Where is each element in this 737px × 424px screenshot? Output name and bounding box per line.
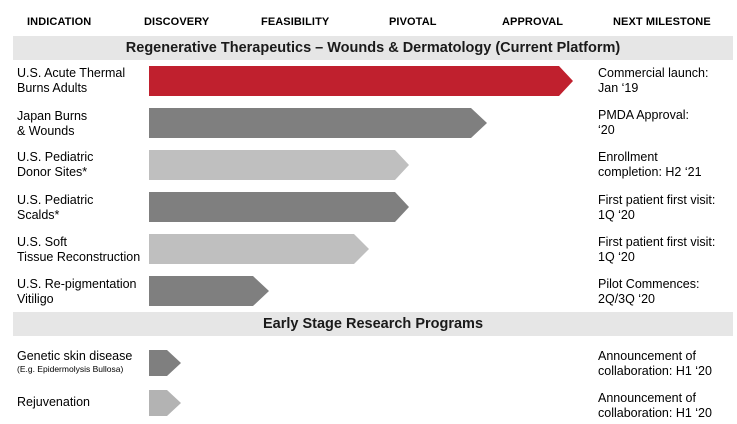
progress-arrow <box>149 276 269 306</box>
indication-line1: U.S. Pediatric <box>17 193 94 207</box>
milestone-line2: 1Q ‘20 <box>598 250 635 264</box>
milestone-line1: First patient first visit: <box>598 235 716 249</box>
indication-line2: & Wounds <box>17 124 75 138</box>
progress-arrow <box>149 66 573 96</box>
milestone-text: Announcement of collaboration: H1 ‘20 <box>598 391 733 421</box>
indication-line1: Rejuvenation <box>17 395 90 409</box>
header-pivotal: PIVOTAL <box>389 16 437 28</box>
milestone-line1: Commercial launch: <box>598 66 709 80</box>
header-discovery: DISCOVERY <box>144 16 210 28</box>
indication-label: U.S. Soft Tissue Reconstruction <box>17 235 152 265</box>
milestone-line1: PMDA Approval: <box>598 108 690 122</box>
milestone-text: Enrollment completion: H2 ‘21 <box>598 150 733 180</box>
milestone-line2: completion: H2 ‘21 <box>598 165 702 179</box>
indication-label: U.S. Pediatric Donor Sites* <box>17 150 152 180</box>
indication-label: Genetic skin disease (E.g. Epidermolysis… <box>17 349 152 375</box>
header-feasibility: FEASIBILITY <box>261 16 330 28</box>
indication-line1: U.S. Re-pigmentation <box>17 277 137 291</box>
indication-line2: Tissue Reconstruction <box>17 250 141 264</box>
milestone-line2: ‘20 <box>598 123 615 137</box>
milestone-text: Commercial launch: Jan ‘19 <box>598 66 733 96</box>
milestone-text: Pilot Commences: 2Q/3Q ‘20 <box>598 277 733 307</box>
indication-label: U.S. Pediatric Scalds* <box>17 193 152 223</box>
milestone-text: First patient first visit: 1Q ‘20 <box>598 193 733 223</box>
indication-subtext: (E.g. Epidermolysis Bullosa) <box>17 364 124 374</box>
milestone-line1: Announcement of <box>598 391 696 405</box>
progress-arrow-shape <box>149 66 573 96</box>
milestone-text: First patient first visit: 1Q ‘20 <box>598 235 733 265</box>
progress-arrow <box>149 350 181 376</box>
indication-line1: Japan Burns <box>17 109 88 123</box>
progress-arrow <box>149 192 409 222</box>
indication-label: U.S. Acute Thermal Burns Adults <box>17 66 152 96</box>
progress-arrow-shape <box>149 150 409 180</box>
indication-line1: Genetic skin disease <box>17 349 133 363</box>
indication-line2: Scalds* <box>17 208 60 222</box>
milestone-line1: Pilot Commences: <box>598 277 700 291</box>
milestone-line2: 1Q ‘20 <box>598 208 635 222</box>
section-current-platform: Regenerative Therapeutics – Wounds & Der… <box>13 36 733 60</box>
milestone-line2: collaboration: H1 ‘20 <box>598 364 712 378</box>
progress-arrow-shape <box>149 234 369 264</box>
progress-arrow-shape <box>149 350 181 376</box>
indication-line2: Vitiligo <box>17 292 54 306</box>
progress-arrow <box>149 108 487 138</box>
progress-arrow-shape <box>149 192 409 222</box>
milestone-line1: First patient first visit: <box>598 193 716 207</box>
indication-line1: U.S. Acute Thermal <box>17 66 126 80</box>
milestone-line2: collaboration: H1 ‘20 <box>598 406 712 420</box>
section-early-stage: Early Stage Research Programs <box>13 312 733 336</box>
progress-arrow-shape <box>149 276 269 306</box>
milestone-line2: 2Q/3Q ‘20 <box>598 292 655 306</box>
milestone-line2: Jan ‘19 <box>598 81 639 95</box>
progress-arrow <box>149 150 409 180</box>
indication-line1: U.S. Pediatric <box>17 150 94 164</box>
progress-arrow <box>149 234 369 264</box>
indication-label: U.S. Re-pigmentation Vitiligo <box>17 277 152 307</box>
indication-line2: Burns Adults <box>17 81 88 95</box>
indication-line1: U.S. Soft <box>17 235 68 249</box>
progress-arrow-shape <box>149 390 181 416</box>
indication-label: Japan Burns & Wounds <box>17 109 152 139</box>
header-next-milestone: NEXT MILESTONE <box>613 16 711 28</box>
milestone-line1: Enrollment <box>598 150 658 164</box>
indication-label: Rejuvenation <box>17 395 152 410</box>
header-approval: APPROVAL <box>502 16 564 28</box>
milestone-text: Announcement of collaboration: H1 ‘20 <box>598 349 733 379</box>
milestone-line1: Announcement of <box>598 349 696 363</box>
progress-arrow <box>149 390 181 416</box>
milestone-text: PMDA Approval: ‘20 <box>598 108 733 138</box>
indication-line2: Donor Sites* <box>17 165 88 179</box>
progress-arrow-shape <box>149 108 487 138</box>
header-indication: INDICATION <box>27 16 92 28</box>
